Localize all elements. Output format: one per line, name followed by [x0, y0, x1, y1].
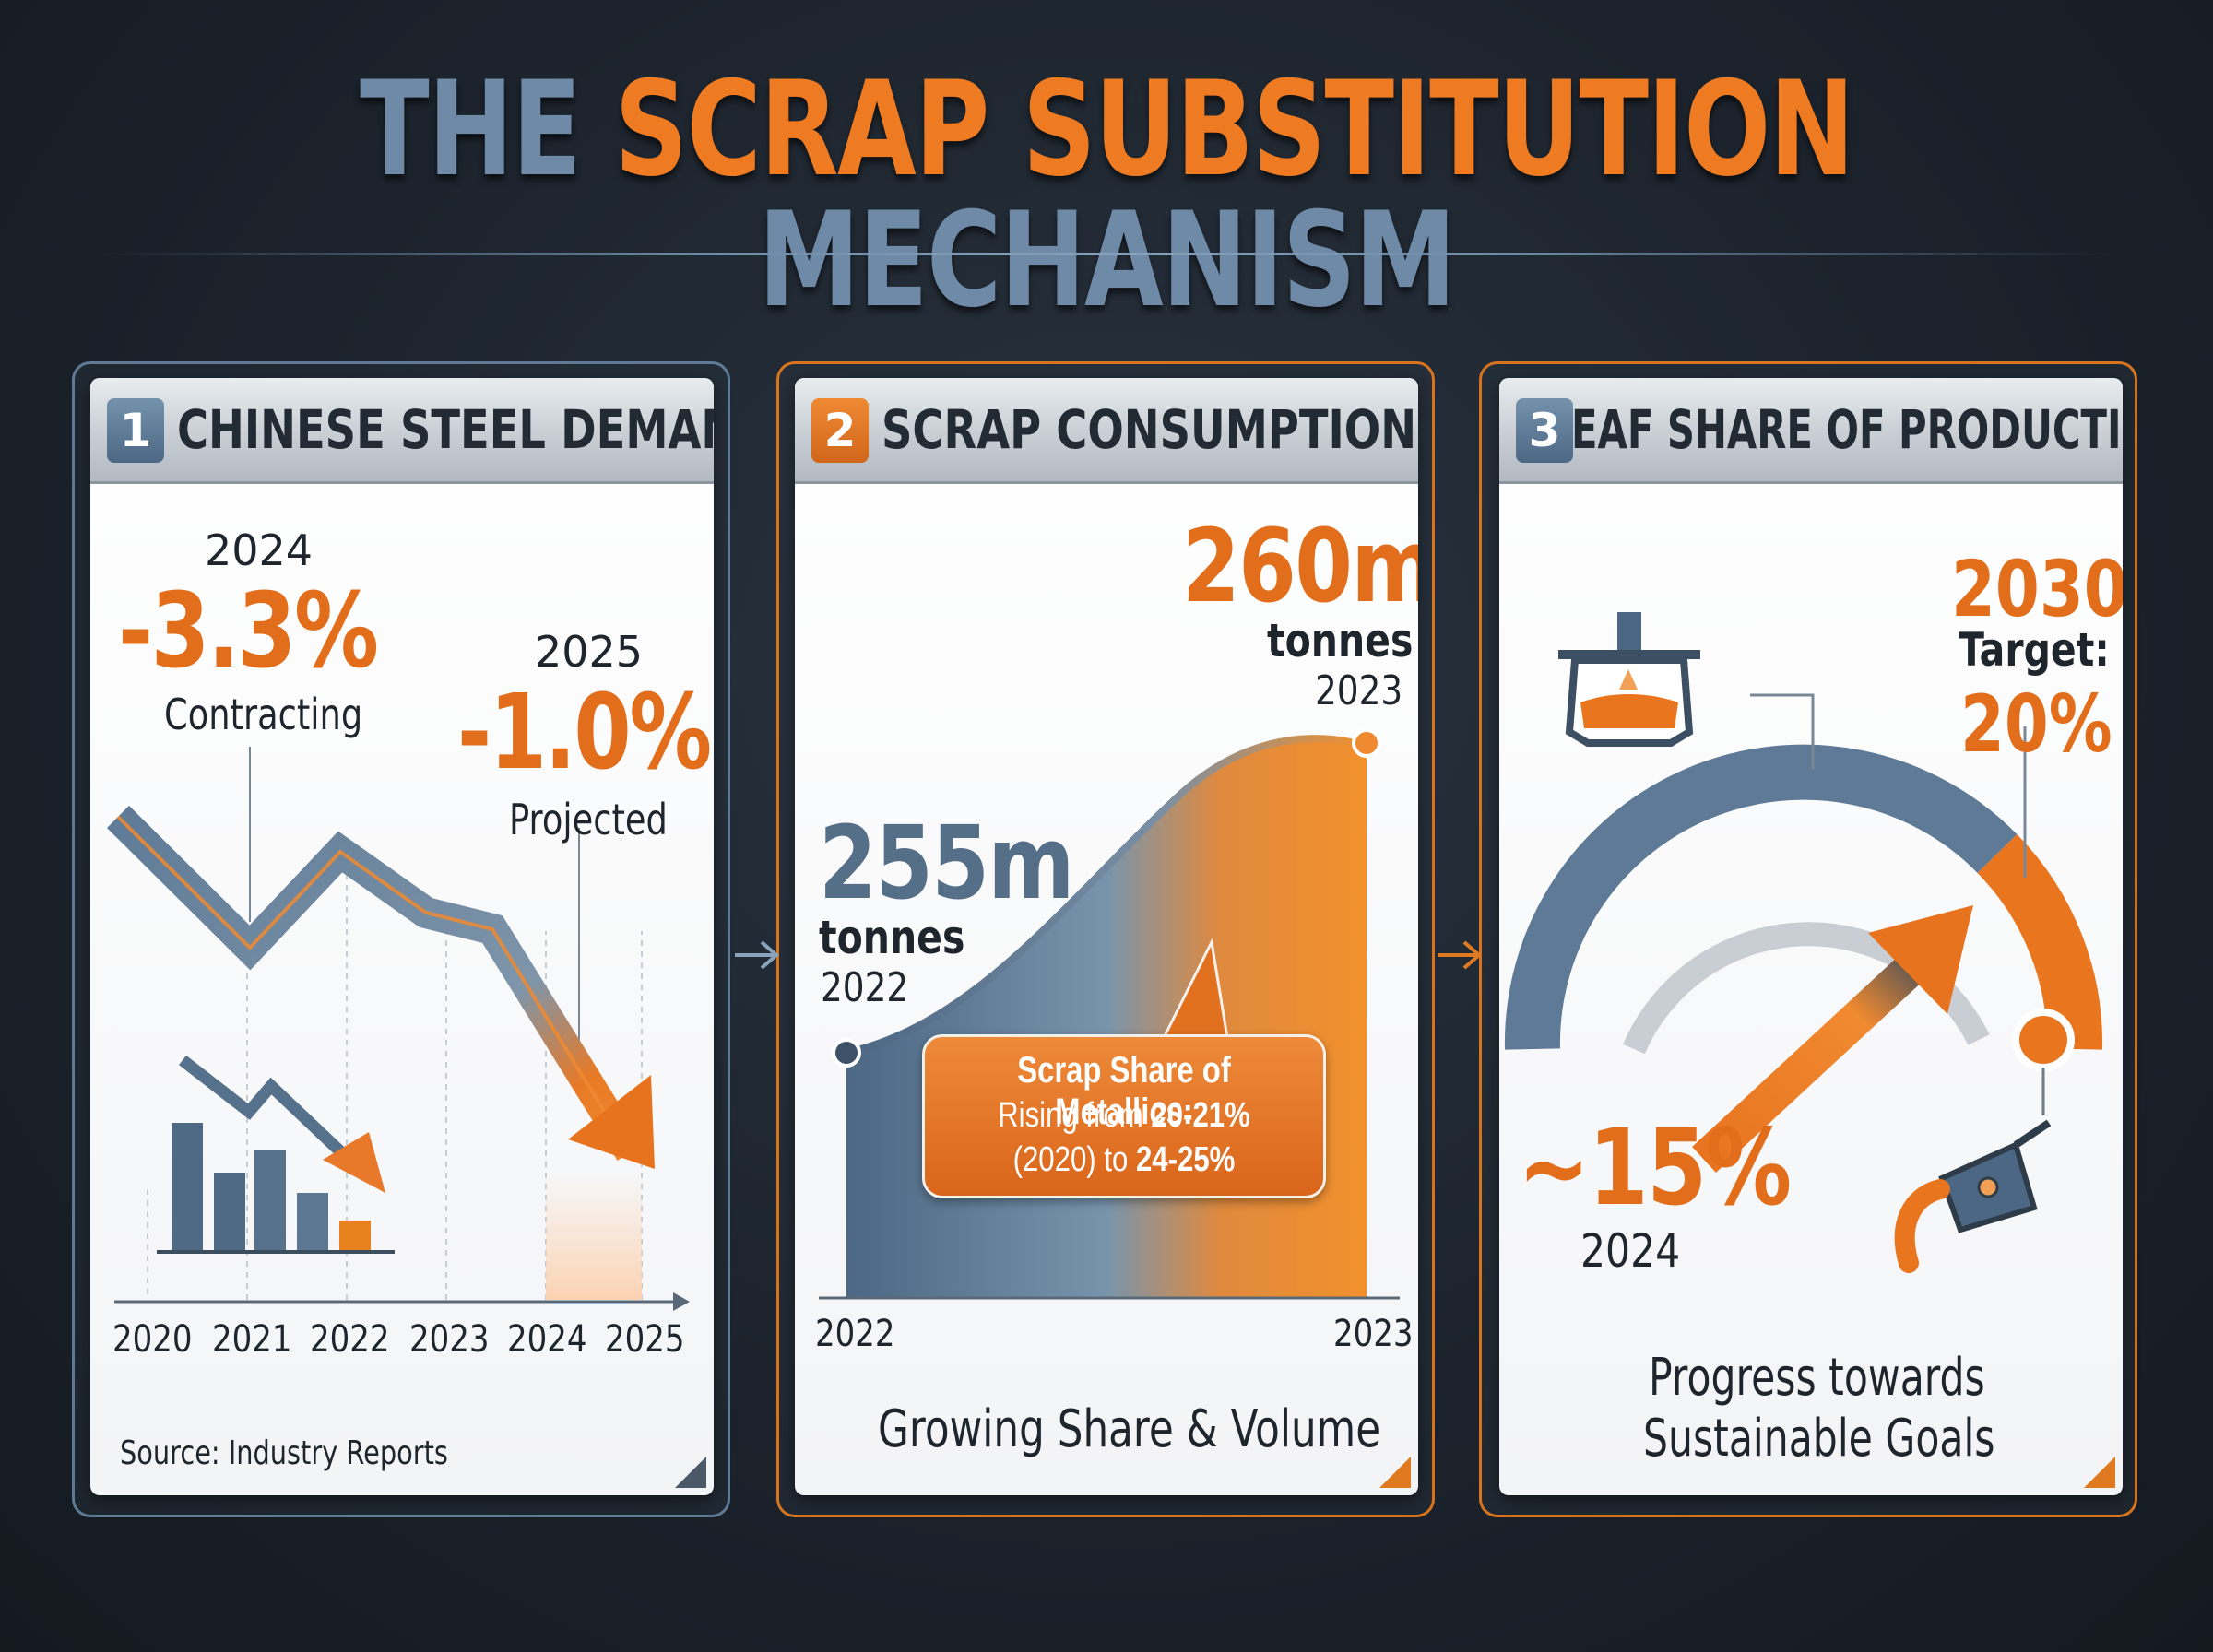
current-value: ~15%	[1518, 1106, 1792, 1229]
target-label: Target:	[1959, 623, 2110, 677]
down-arrow-head	[568, 1075, 655, 1169]
stat-2025-label: Projected	[509, 795, 668, 844]
panel-2-header: 2 SCRAP CONSUMPTION	[795, 378, 1418, 484]
panel-2-footer: Growing Share & Volume	[878, 1399, 1381, 1459]
source-note: Source: Industry Reports	[120, 1434, 448, 1472]
stat-2024-year: 2024	[205, 525, 314, 575]
callout-share-2020: 20-21%	[1151, 1096, 1250, 1135]
callout-share-latest: 24-25%	[1135, 1140, 1236, 1179]
scrap-share-callout: Scrap Share of Metallics: Rising from 20…	[922, 1034, 1326, 1198]
panel-3-corner	[2084, 1457, 2115, 1488]
growth-line	[846, 735, 1368, 1056]
start-point	[832, 1038, 861, 1068]
axis-year-2020: 2020	[112, 1318, 193, 1361]
callout-line-3: (2020) to 24-25%	[1012, 1140, 1236, 1179]
axis-end-year: 2023	[1333, 1313, 1414, 1355]
stat-2024-value: -3.3%	[118, 572, 379, 691]
title-divider	[101, 253, 2112, 255]
title-word-the: THE	[360, 53, 582, 206]
end-unit: tonnes	[1267, 614, 1414, 667]
panel-3-graphic	[1504, 612, 2103, 1273]
panel-3-footer-line-1: Progress towards	[1649, 1348, 1985, 1408]
axis-year-2023: 2023	[409, 1318, 490, 1361]
ladle-pour-icon	[1894, 1119, 2052, 1273]
start-year: 2022	[821, 964, 909, 1011]
projection-shade	[546, 1171, 642, 1300]
panel-3-title: EAF SHARE OF PRODUCTION	[1571, 398, 2123, 461]
current-year: 2024	[1580, 1224, 1681, 1278]
panel-scrap-consumption: 2 SCRAP CONSUMPTION Scrap Share of Metal…	[795, 378, 1418, 1495]
connector-arrow-1-2-icon	[735, 940, 780, 970]
gauge-arrow-icon	[1692, 905, 1973, 1173]
axis-year-2024: 2024	[507, 1318, 587, 1361]
electric-arc-furnace-icon	[1558, 612, 1700, 747]
panel-1-graphic	[107, 747, 690, 1311]
target-knob	[2012, 1009, 2075, 1071]
title-word-mechanism: MECHANISM	[758, 184, 1456, 336]
target-value: 20%	[1960, 678, 2112, 771]
panel-3-number-badge: 3	[1516, 398, 1573, 463]
connector-arrow-2-3-icon	[1438, 940, 1483, 970]
gauge-target-arc	[1977, 834, 2103, 1050]
stat-2025-year: 2025	[535, 627, 644, 677]
title-word-scrap-substitution: SCRAP SUBSTITUTION	[614, 53, 1854, 206]
panel-eaf-share: 3 EAF SHARE OF PRODUCTION	[1499, 378, 2123, 1495]
target-year: 2030	[1951, 544, 2123, 634]
panel-1-header: 1 CHINESE STEEL DEMAND	[90, 378, 714, 484]
panel-1-corner	[675, 1457, 706, 1488]
callout-line-2: Rising from 20-21%	[998, 1096, 1250, 1135]
start-value: 255m	[819, 804, 1074, 922]
panel-3-header: 3 EAF SHARE OF PRODUCTION	[1499, 378, 2123, 484]
bar-chart-icon	[157, 1123, 395, 1254]
panel-3-footer-line-2: Sustainable Goals	[1643, 1409, 1995, 1469]
page-title: THE SCRAP SUBSTITUTION MECHANISM	[243, 65, 1970, 326]
axis-year-2021: 2021	[212, 1318, 292, 1361]
mini-decline-icon	[179, 1055, 346, 1157]
axis-year-2022: 2022	[310, 1318, 390, 1361]
axis-start-year: 2022	[815, 1313, 895, 1355]
end-point	[1352, 728, 1381, 758]
end-value: 260m	[1182, 507, 1418, 625]
decline-line-icon	[107, 805, 645, 1161]
gauge-progress-arc	[1504, 744, 2018, 1050]
end-year: 2023	[1315, 667, 1403, 714]
panel-1-number-badge: 1	[107, 398, 164, 463]
panel-2-title: SCRAP CONSUMPTION	[882, 398, 1417, 461]
callout-title: Scrap Share of Metallics:	[1017, 1050, 1231, 1132]
panel-1-title: CHINESE STEEL DEMAND	[177, 398, 714, 461]
panel-2-number-badge: 2	[811, 398, 869, 463]
axis-year-2025: 2025	[605, 1318, 685, 1361]
stat-2025-value: -1.0%	[457, 673, 712, 793]
panel-chinese-steel-demand: 1 CHINESE STEEL DEMAND	[90, 378, 714, 1495]
stat-2024-label: Contracting	[164, 690, 363, 739]
panel-2-corner	[1379, 1457, 1411, 1488]
start-unit: tonnes	[819, 911, 965, 964]
